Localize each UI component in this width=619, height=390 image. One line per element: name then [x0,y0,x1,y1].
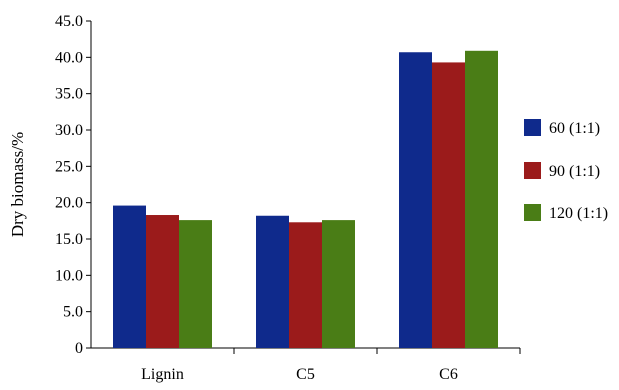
bar [113,205,146,348]
y-tick-label: 0 [75,340,83,357]
legend-swatch [524,119,541,136]
bar [465,50,498,348]
y-tick-label: 45.0 [55,13,83,30]
legend: 60 (1:1) 90 (1:1) 120 (1:1) [524,119,608,222]
legend-label: 60 (1:1) [549,120,600,137]
bars [113,50,498,349]
bar [322,220,355,348]
x-tick-label: Lignin [141,366,184,383]
y-tick-label: 35.0 [55,86,83,103]
bar [256,215,289,348]
y-tick-label: 20.0 [55,195,83,212]
y-tick-label: 10.0 [55,267,83,284]
y-tick-label: 25.0 [55,158,83,175]
legend-swatch [524,162,541,179]
y-axis-title: Dry biomass/% [8,132,27,237]
bar [146,215,179,348]
legend-swatch [524,204,541,221]
bar [289,222,322,348]
y-tick-label: 40.0 [55,49,83,66]
x-tick-label: C5 [296,366,315,383]
labels: 0 5.0 10.0 15.0 20.0 25.0 30.0 35.0 40.0 45.0 Dry … [8,13,458,383]
legend-label: 120 (1:1) [549,205,608,222]
bar [179,220,212,348]
y-tick-label: 30.0 [55,122,83,139]
y-tick-label: 15.0 [55,231,83,248]
bar [432,62,465,349]
y-tick-label: 5.0 [63,304,83,321]
legend-label: 90 (1:1) [549,163,600,180]
x-tick-label: C6 [439,366,458,383]
bar [399,52,432,348]
